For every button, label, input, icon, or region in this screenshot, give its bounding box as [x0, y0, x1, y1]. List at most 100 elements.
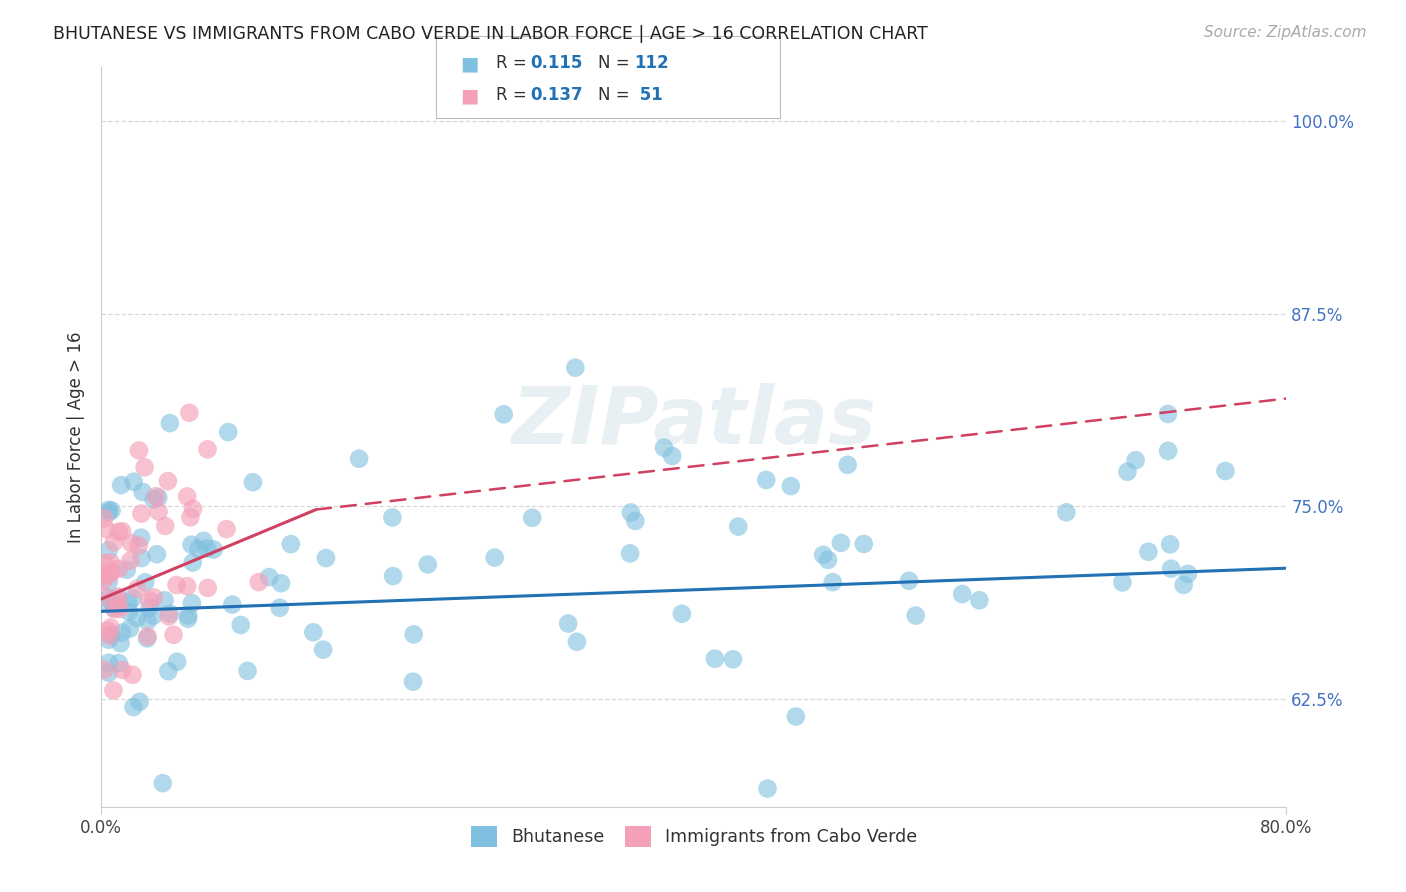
Point — [128, 443, 150, 458]
Point — [381, 510, 404, 524]
Point — [181, 596, 204, 610]
Point — [187, 542, 209, 557]
Point — [122, 475, 145, 489]
Point — [904, 608, 927, 623]
Point — [1157, 443, 1180, 458]
Point — [118, 605, 141, 619]
Point — [624, 514, 647, 528]
Point — [97, 665, 120, 680]
Point — [103, 600, 125, 615]
Point — [103, 683, 125, 698]
Point — [756, 781, 779, 796]
Point — [97, 656, 120, 670]
Point — [416, 558, 439, 572]
Point — [104, 596, 127, 610]
Point — [181, 501, 204, 516]
Point — [129, 531, 152, 545]
Point — [115, 563, 138, 577]
Point — [315, 551, 337, 566]
Point — [107, 591, 129, 605]
Text: N =: N = — [598, 54, 634, 71]
Point — [155, 519, 177, 533]
Point — [785, 709, 807, 723]
Point — [111, 625, 134, 640]
Point — [837, 458, 859, 472]
Point — [620, 506, 643, 520]
Point — [166, 655, 188, 669]
Point — [159, 607, 181, 621]
Point — [103, 535, 125, 549]
Point — [93, 511, 115, 525]
Point — [270, 576, 292, 591]
Point — [312, 642, 335, 657]
Point — [215, 522, 238, 536]
Point — [159, 416, 181, 430]
Point — [134, 460, 156, 475]
Point — [108, 562, 131, 576]
Point — [522, 510, 544, 524]
Point — [1116, 465, 1139, 479]
Point — [564, 360, 586, 375]
Text: ■: ■ — [460, 54, 478, 73]
Point — [1137, 545, 1160, 559]
Point — [157, 664, 180, 678]
Point — [236, 664, 259, 678]
Point — [138, 593, 160, 607]
Text: BHUTANESE VS IMMIGRANTS FROM CABO VERDE IN LABOR FORCE | AGE > 16 CORRELATION CH: BHUTANESE VS IMMIGRANTS FROM CABO VERDE … — [53, 25, 928, 43]
Point — [181, 556, 204, 570]
Point — [177, 612, 200, 626]
Text: R =: R = — [496, 86, 533, 103]
Point — [97, 505, 120, 519]
Point — [176, 579, 198, 593]
Text: R =: R = — [496, 54, 533, 71]
Point — [93, 663, 115, 677]
Point — [107, 656, 129, 670]
Point — [1125, 453, 1147, 467]
Point — [179, 406, 201, 420]
Point — [131, 507, 153, 521]
Point — [619, 546, 641, 560]
Point — [197, 581, 219, 595]
Point — [153, 593, 176, 607]
Point — [671, 607, 693, 621]
Point — [811, 548, 834, 562]
Point — [755, 473, 778, 487]
Point — [257, 570, 280, 584]
Point — [138, 600, 160, 615]
Point — [721, 652, 744, 666]
Point — [100, 555, 122, 569]
Point — [128, 695, 150, 709]
Point — [142, 591, 165, 605]
Point — [1111, 575, 1133, 590]
Point — [96, 624, 118, 638]
Point — [202, 542, 225, 557]
Text: 0.137: 0.137 — [530, 86, 582, 103]
Point — [280, 537, 302, 551]
Point — [950, 587, 973, 601]
Point — [652, 441, 675, 455]
Text: ■: ■ — [460, 87, 478, 105]
Point — [93, 556, 115, 570]
Point — [180, 538, 202, 552]
Point — [247, 575, 270, 590]
Point — [402, 674, 425, 689]
Point — [1177, 566, 1199, 581]
Point — [93, 568, 115, 582]
Point — [136, 630, 159, 644]
Point — [146, 547, 169, 561]
Point — [1159, 537, 1181, 551]
Point — [97, 574, 120, 589]
Point — [156, 474, 179, 488]
Point — [142, 608, 165, 623]
Point — [242, 475, 264, 490]
Point — [217, 425, 239, 439]
Point — [557, 616, 579, 631]
Point — [484, 550, 506, 565]
Point — [1160, 562, 1182, 576]
Point — [382, 569, 405, 583]
Point — [134, 575, 156, 590]
Point — [98, 629, 121, 643]
Point — [136, 632, 159, 646]
Point — [125, 611, 148, 625]
Point — [120, 536, 142, 550]
